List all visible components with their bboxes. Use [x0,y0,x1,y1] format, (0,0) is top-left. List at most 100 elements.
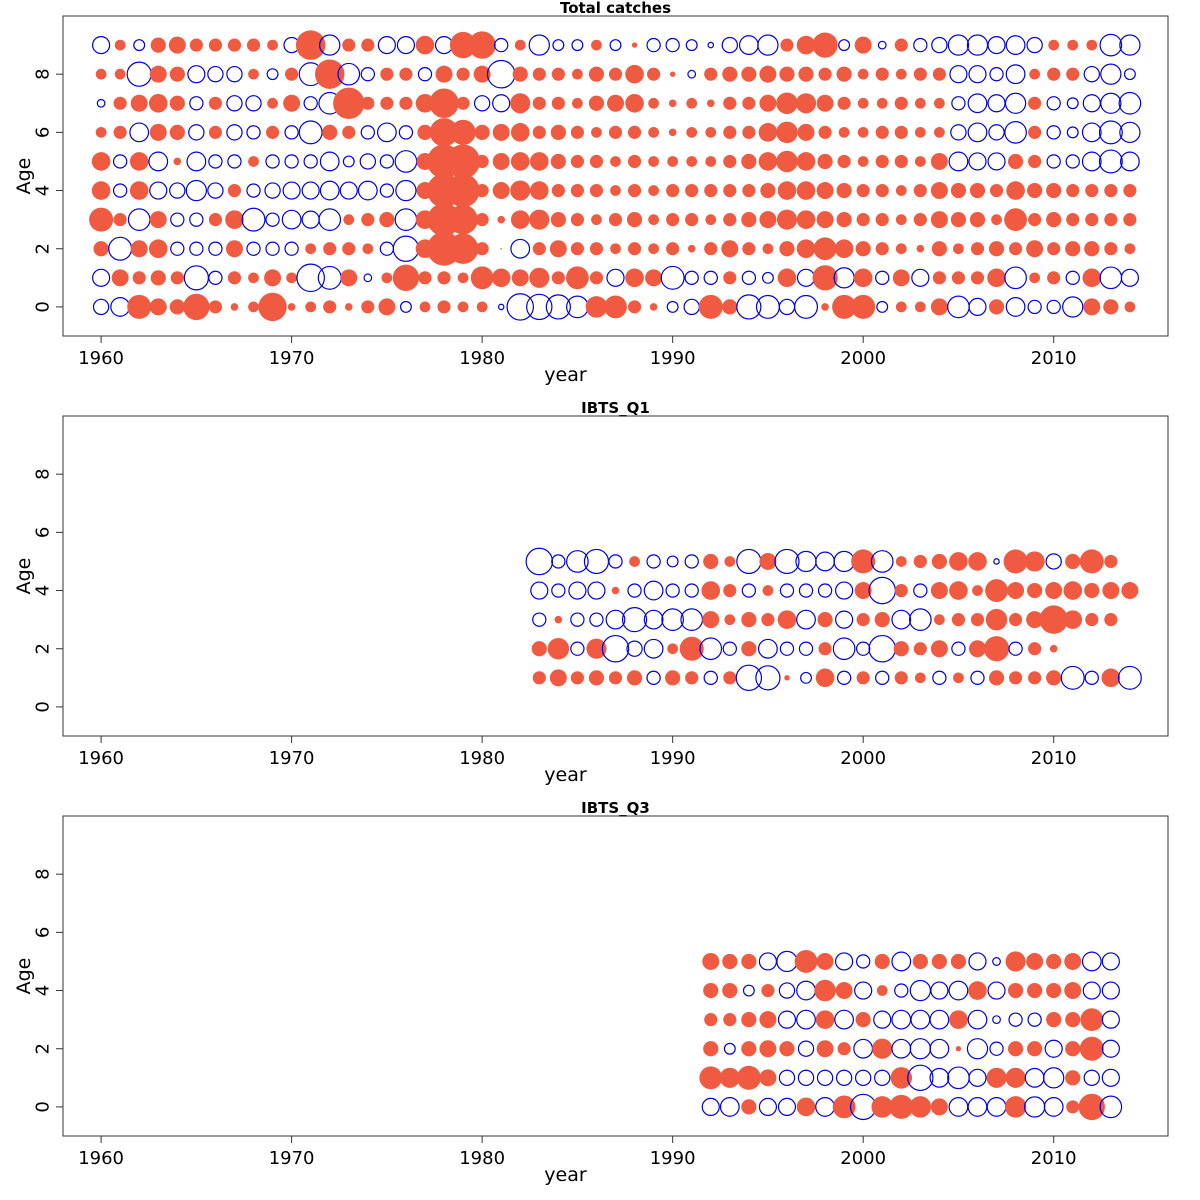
residual-bubble [776,209,798,230]
residual-bubble [315,59,345,89]
residual-bubble [759,94,777,112]
residual-bubble [680,608,704,631]
residual-bubble [551,183,565,198]
y-tick-label: 8 [33,68,54,79]
residual-bubble [398,125,414,140]
residual-bubble [1118,91,1142,115]
residual-bubble [475,183,489,198]
residual-bubble [779,1041,795,1057]
residual-bubble [950,212,967,228]
residual-bubble [551,554,566,569]
residual-bubble [736,294,762,320]
residual-bubble [1063,581,1083,600]
residual-bubble [1046,154,1061,169]
residual-bubble [908,608,932,631]
residual-bubble [1079,1036,1104,1061]
residual-bubble [626,640,643,657]
residual-bubble [1104,554,1118,569]
residual-bubble [969,212,986,228]
residual-bubble [525,547,554,576]
residual-bubble [95,126,107,138]
residual-bubble [285,67,299,81]
residual-bubble [794,950,818,973]
residual-bubble [913,554,927,569]
y-tick-label: 8 [33,868,54,879]
residual-bubble [512,66,528,82]
x-tick-label: 1990 [650,348,696,369]
residual-bubble [983,636,1010,662]
residual-bubble [526,293,553,321]
residual-bubble [950,953,967,970]
residual-bubble [342,38,356,52]
residual-bubble [1026,952,1044,970]
residual-bubble [227,38,242,52]
residual-bubble [665,670,681,686]
residual-bubble [150,37,166,53]
residual-bubble [851,549,876,574]
residual-bubble [1104,183,1118,198]
residual-bubble [552,39,565,52]
residual-bubble [1119,121,1141,144]
residual-bubble [248,156,259,167]
residual-bubble [625,64,644,84]
residual-bubble [305,243,317,255]
residual-bubble [570,612,585,627]
residual-bubble [248,272,259,284]
residual-bubble [510,152,530,171]
residual-bubble [736,548,762,575]
residual-bubble [183,265,209,291]
residual-bubble [679,636,704,661]
residual-bubble [855,641,871,656]
residual-bubble [913,67,927,81]
residual-bubble [796,1009,816,1030]
residual-bubble [856,671,870,685]
residual-bubble [777,268,797,288]
residual-bubble [357,180,378,201]
residual-bubble [625,268,644,288]
residual-bubble [821,303,829,311]
residual-bubble [475,242,489,256]
residual-bubble [895,301,907,313]
residual-bubble [587,581,606,600]
residual-bubble [741,270,757,285]
residual-bubble [1123,68,1136,81]
residual-bubble [705,156,717,167]
residual-bubble [189,212,204,227]
residual-bubble [1028,642,1042,656]
residual-bubble [532,671,546,685]
residual-bubble [761,983,775,998]
residual-bubble [992,957,1001,966]
residual-bubble [1066,213,1080,227]
residual-bubble [893,641,909,657]
residual-bubble [913,213,927,227]
residual-bubble [113,213,127,227]
residual-bubble [510,123,530,142]
residual-bubble [836,182,852,199]
residual-bubble [856,183,870,198]
residual-bubble [173,157,182,166]
x-axis-label: year [544,1164,587,1186]
residual-bubble [949,1010,968,1029]
residual-bubble [719,1096,740,1117]
residual-bubble [778,982,796,999]
residual-bubble [266,68,279,81]
residual-bubble [855,241,871,257]
residual-bubble [914,97,926,109]
residual-bubble [666,242,680,256]
residual-bubble [264,182,281,199]
residual-bubble [857,97,869,109]
residual-bubble [854,36,872,54]
residual-bubble [894,96,908,110]
residual-bubble [1004,121,1027,144]
residual-bubble [970,271,985,285]
residual-bubble [510,210,530,229]
residual-bubble [394,150,418,173]
residual-bubble [491,268,511,288]
residual-bubble [989,1041,1004,1056]
residual-bubble [646,670,661,685]
residual-bubble [626,212,643,228]
residual-bubble [987,981,1006,1000]
residual-bubble [669,71,676,77]
residual-bubble [568,581,587,600]
residual-bubble [985,579,1008,602]
